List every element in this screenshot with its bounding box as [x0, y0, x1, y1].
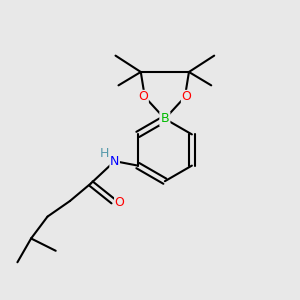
Text: N: N: [110, 154, 119, 168]
Text: O: O: [115, 196, 124, 209]
Text: H: H: [100, 147, 109, 160]
Text: O: O: [138, 90, 148, 104]
Text: O: O: [182, 90, 191, 104]
Text: B: B: [160, 112, 169, 125]
